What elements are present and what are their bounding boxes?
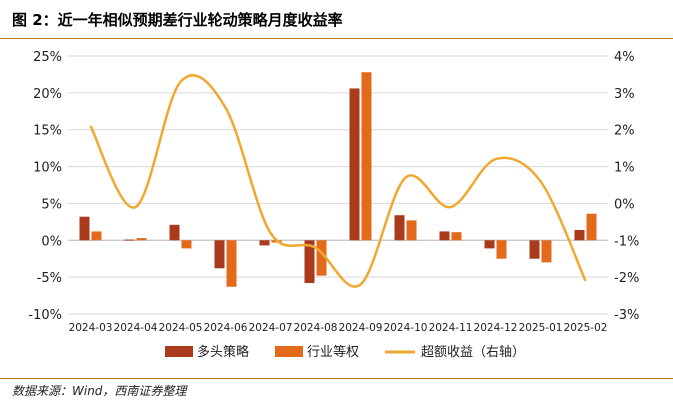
left-tick-label: 0% <box>41 234 62 249</box>
bar-long-strategy <box>394 215 405 241</box>
legend-swatch-long-strategy <box>165 346 193 357</box>
bar-long-strategy <box>574 229 585 241</box>
source-note: 数据来源：Wind，西南证券整理 <box>12 384 187 398</box>
right-tick-label: -2% <box>614 271 639 286</box>
left-tick-label: 20% <box>33 87 62 102</box>
bar-long-strategy <box>169 224 180 241</box>
right-tick-label: -3% <box>614 308 639 323</box>
bar-long-strategy <box>439 231 450 241</box>
left-tick-label: 5% <box>41 197 62 212</box>
left-tick-label: -5% <box>37 271 62 286</box>
x-tick-label: 2024-04 <box>114 322 158 334</box>
grid <box>68 55 608 315</box>
right-tick-label: -1% <box>614 234 639 249</box>
bar-long-strategy <box>79 216 90 241</box>
x-tick-label: 2024-12 <box>474 322 518 334</box>
excess-return-line <box>89 74 587 288</box>
right-tick-label: 4% <box>614 50 635 65</box>
x-tick-label: 2024-08 <box>294 322 338 334</box>
bar-equal-weight <box>541 240 552 263</box>
left-tick-label: -10% <box>28 308 62 323</box>
footer-divider <box>0 378 673 379</box>
x-tick-label: 2024-10 <box>384 322 428 334</box>
bars <box>79 72 597 287</box>
bar-long-strategy <box>259 240 270 246</box>
x-tick-label: 2024-09 <box>339 322 383 334</box>
x-tick-label: 2024-11 <box>429 322 473 334</box>
bar-equal-weight <box>136 238 147 241</box>
title-divider <box>0 38 673 39</box>
legend-label-long-strategy: 多头策略 <box>197 344 249 360</box>
bar-long-strategy <box>484 240 495 249</box>
bar-long-strategy <box>304 240 315 284</box>
x-tick-label: 2025-01 <box>519 322 563 334</box>
right-tick-label: 0% <box>614 197 635 212</box>
bar-equal-weight <box>226 240 237 287</box>
left-tick-label: 10% <box>33 161 62 176</box>
left-axis: 25% 20% 15% 10% 5% 0% -5% -10% <box>28 50 62 323</box>
bar-long-strategy <box>124 239 135 241</box>
legend-label-excess-return: 超额收益（右轴） <box>421 345 525 360</box>
chart-title: 图 2：近一年相似预期差行业轮动策略月度收益率 <box>12 11 343 29</box>
x-tick-label: 2024-07 <box>249 322 293 334</box>
bar-equal-weight <box>181 240 192 249</box>
right-axis: 4% 3% 2% 1% 0% -1% -2% -3% <box>614 50 639 323</box>
bar-equal-weight <box>586 213 597 241</box>
bar-equal-weight <box>316 240 327 276</box>
legend-swatch-equal-weight <box>275 346 303 357</box>
bar-equal-weight <box>451 232 462 241</box>
bar-equal-weight <box>496 240 507 259</box>
bar-long-strategy <box>214 240 225 269</box>
bar-equal-weight <box>361 72 372 241</box>
x-tick-label: 2024-03 <box>69 322 113 334</box>
legend: 多头策略 行业等权 超额收益（右轴） <box>165 344 525 360</box>
bar-equal-weight <box>91 231 102 241</box>
bar-long-strategy <box>349 88 360 241</box>
x-tick-label: 2024-05 <box>159 322 203 334</box>
legend-label-equal-weight: 行业等权 <box>307 344 359 360</box>
bar-long-strategy <box>529 240 540 259</box>
right-tick-label: 3% <box>614 87 635 102</box>
line-series <box>89 74 587 288</box>
x-axis: 2024-03 2024-04 2024-05 2024-06 2024-07 2024-… <box>69 322 608 334</box>
title-bar: 图 2：近一年相似预期差行业轮动策略月度收益率 <box>0 0 673 40</box>
right-tick-label: 2% <box>614 124 635 139</box>
right-tick-label: 1% <box>614 161 635 176</box>
x-tick-label: 2024-06 <box>204 322 248 334</box>
bar-equal-weight <box>406 220 417 241</box>
left-tick-label: 15% <box>33 124 62 139</box>
x-tick-label: 2025-02 <box>564 322 608 334</box>
left-tick-label: 25% <box>33 50 62 65</box>
